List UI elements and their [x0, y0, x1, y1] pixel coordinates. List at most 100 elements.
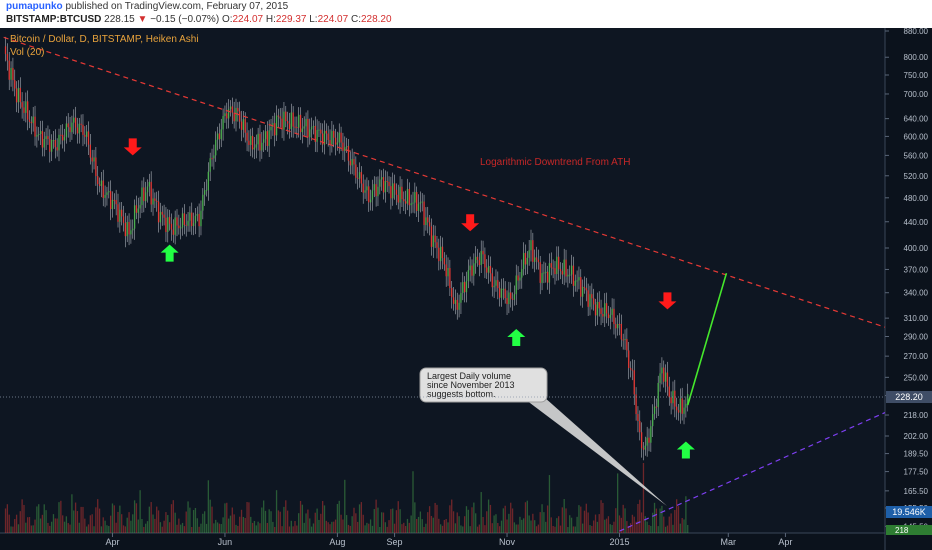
volume-bar [650, 525, 652, 533]
volume-bar [349, 525, 351, 533]
candle-up [235, 107, 237, 122]
candle-down [631, 369, 634, 371]
volume-bar [73, 510, 75, 533]
price-tick-label: 800.00 [904, 53, 929, 62]
downtrend-annotation: Logarithmic Downtrend From ATH [480, 157, 630, 168]
candle-up [414, 192, 416, 203]
candle-down [666, 372, 669, 387]
volume-bar [617, 473, 619, 533]
candle-down [559, 269, 562, 272]
volume-bar [587, 512, 589, 533]
volume-bar [150, 502, 152, 533]
candle-up [487, 266, 490, 273]
candle-up [447, 268, 449, 277]
volume-bar [132, 514, 134, 533]
candle-down [286, 121, 289, 124]
volume-bar [425, 523, 427, 533]
candle-down [128, 222, 130, 235]
candle-up [242, 119, 245, 130]
volume-bar [303, 522, 305, 533]
volume-bar [384, 522, 386, 533]
candle-up [556, 256, 558, 275]
candle-down [288, 123, 291, 130]
arrow-up-icon [676, 441, 695, 459]
author-link[interactable]: pumapunko [6, 1, 63, 12]
candle-up [36, 134, 38, 137]
candle-up [189, 212, 191, 221]
candle-down [329, 140, 331, 145]
candle-up [318, 129, 320, 131]
volume-bar [204, 511, 206, 533]
symbol-label[interactable]: BITSTAMP:BTCUSD [6, 14, 102, 25]
time-tick-label: Nov [499, 537, 516, 547]
volume-bar [445, 519, 447, 533]
candle-up [421, 201, 423, 203]
last-price: 228.15 [104, 14, 135, 25]
arrow-down-icon [123, 138, 142, 156]
volume-bar [52, 514, 55, 533]
volume-bar [161, 526, 163, 533]
volume-tag-label: 19.546K [892, 507, 926, 517]
volume-bar [95, 507, 97, 533]
candle-down [558, 256, 560, 270]
candle-up [130, 230, 132, 235]
candle-up [604, 303, 606, 317]
trend-line-ath-downtrend [3, 36, 886, 328]
volume-bar [655, 508, 658, 533]
close-label: C: [350, 14, 361, 25]
volume-bar [60, 500, 62, 533]
volume-bar [471, 507, 473, 533]
volume-bar [530, 520, 532, 533]
volume-bar [386, 526, 388, 533]
price-tick-label: 250.00 [904, 373, 929, 382]
candle-down [428, 222, 431, 227]
price-tick-label: 340.00 [904, 289, 929, 298]
candle-down [41, 131, 44, 148]
volume-bar [156, 506, 158, 533]
volume-bar [618, 515, 621, 533]
candle-down [97, 176, 99, 185]
volume-bar [14, 519, 16, 533]
candle-down [113, 199, 115, 201]
candles [4, 36, 689, 461]
volume-bar [148, 506, 150, 533]
volume-bar [314, 512, 316, 533]
volume-bar [366, 522, 368, 533]
volume-bar [482, 517, 484, 533]
candle-down [67, 123, 69, 128]
candle-down [117, 204, 119, 222]
price-tick-label: 480.00 [904, 194, 929, 203]
volume-bar [550, 517, 552, 533]
candle-up [685, 403, 687, 408]
candle-up [263, 139, 265, 143]
volume-bar [508, 513, 510, 533]
volume-bar [661, 505, 663, 533]
price-tick-label: 400.00 [904, 244, 929, 253]
price-chart[interactable]: 880.00 800.00 750.00 700.00 640.00 600.00 560.… [0, 28, 932, 550]
candle-up [657, 382, 659, 408]
candle-down [4, 46, 7, 54]
volume-bar [239, 516, 241, 533]
candle-down [593, 298, 595, 305]
candle-down [486, 267, 488, 273]
time-ticks: Apr Jun Aug Sep Nov 2015 Mar Apr [105, 533, 792, 547]
volume-bar [27, 517, 29, 533]
candle-up [312, 125, 315, 128]
volume-bar [285, 500, 287, 533]
candle-down [333, 130, 335, 138]
volume-bar [581, 523, 584, 533]
volume-bars [4, 463, 689, 533]
volume-bar [395, 510, 398, 533]
candle-down [511, 298, 514, 300]
volume-bar [368, 523, 370, 533]
volume-bar [624, 508, 626, 533]
volume-bar [506, 519, 508, 533]
down-triangle-icon: ▼ [137, 14, 148, 25]
candle-up [215, 139, 217, 156]
volume-bar [443, 519, 445, 533]
candle-up [301, 128, 304, 133]
candle-up [229, 106, 232, 110]
volume-bar [633, 516, 635, 533]
volume-bar [54, 518, 56, 533]
volume-bar [344, 479, 346, 533]
